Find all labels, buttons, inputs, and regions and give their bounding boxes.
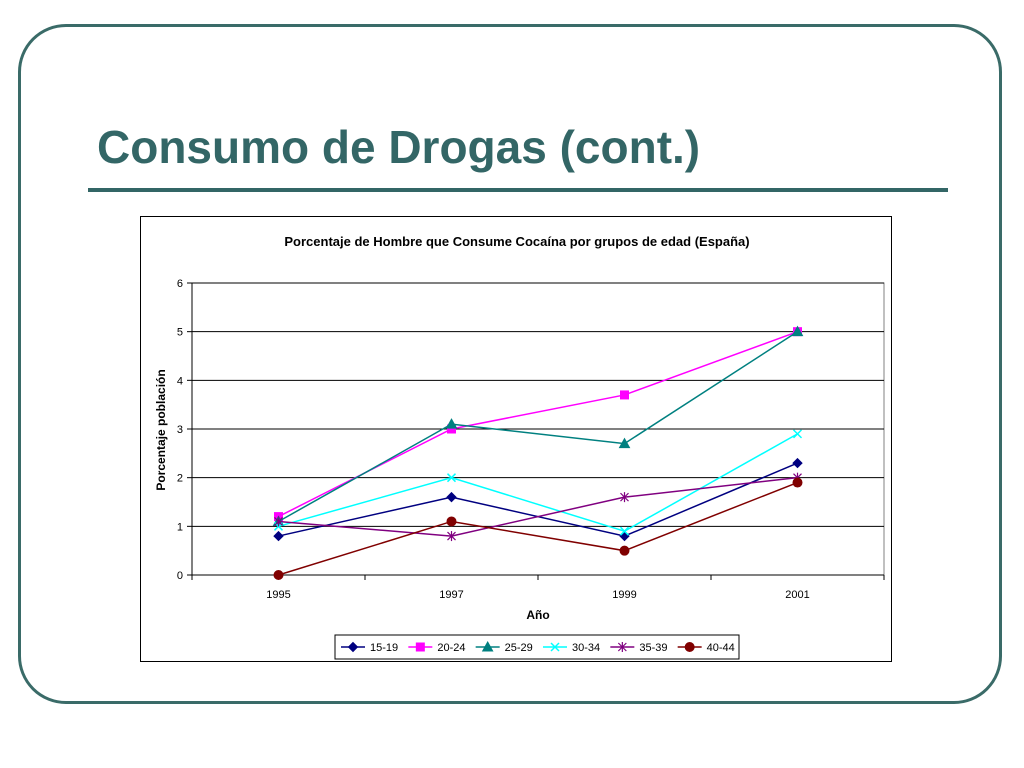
chart-container: Porcentaje de Hombre que Consume Cocaína… (140, 216, 892, 662)
x-tick-label: 1999 (612, 589, 636, 601)
chart-legend: 15-19 20-24 25-29 30-34 35-39 40-44 (334, 634, 740, 660)
legend-label-35-39: 35-39 (639, 642, 667, 654)
data-point-25-29 (618, 437, 631, 449)
series-line-15-19 (278, 462, 798, 537)
series-line-40-44 (278, 481, 798, 576)
data-point-25-29 (791, 325, 804, 337)
y-tick-label: 6 (177, 278, 183, 290)
y-tick-label: 4 (177, 375, 183, 387)
data-point-15-19 (619, 530, 630, 542)
y-axis-label: Porcentaje población (154, 369, 168, 490)
data-point-20-24 (620, 390, 629, 400)
legend-label-40-44: 40-44 (707, 642, 735, 654)
slide-title: Consumo de Drogas (cont.) (97, 121, 701, 173)
slide-frame (18, 24, 1002, 704)
data-point-40-44 (273, 570, 284, 580)
data-point-15-19 (792, 457, 803, 469)
legend-marker-35-39 (617, 642, 627, 652)
y-tick-label: 2 (177, 473, 183, 485)
legend-box (334, 634, 740, 660)
legend-marker-20-24 (415, 642, 425, 652)
series-line-30-34 (278, 433, 798, 533)
legend-marker-30-34 (550, 642, 560, 652)
x-tick-label: 1997 (439, 589, 463, 601)
y-tick-label: 5 (177, 327, 183, 339)
data-point-15-19 (446, 491, 457, 503)
data-point-40-44 (446, 516, 457, 527)
legend-label-20-24: 20-24 (437, 642, 465, 654)
data-point-30-34 (446, 473, 457, 483)
chart-title: Porcentaje de Hombre que Consume Cocaína… (284, 234, 749, 249)
series-line-35-39 (278, 476, 798, 537)
data-point-35-39 (620, 492, 629, 503)
y-tick-label: 3 (177, 424, 183, 436)
legend-label-30-34: 30-34 (572, 642, 600, 654)
legend-label-25-29: 25-29 (505, 642, 533, 654)
data-point-30-34 (792, 429, 803, 439)
legend-marker-15-19 (347, 641, 359, 653)
title-rule (88, 188, 948, 192)
x-tick-label: 1995 (266, 589, 290, 601)
data-point-35-39 (447, 531, 456, 542)
series-line-25-29 (278, 331, 798, 523)
y-tick-label: 0 (177, 570, 183, 582)
legend-marker-25-29 (481, 640, 494, 652)
legend-marker-40-44 (684, 642, 695, 652)
x-axis-label: Año (526, 608, 549, 622)
data-point-15-19 (273, 530, 284, 542)
data-point-25-29 (445, 418, 458, 429)
legend-label-15-19: 15-19 (370, 642, 398, 654)
data-point-40-44 (619, 545, 630, 556)
line-chart: Porcentaje de Hombre que Consume Cocaína… (154, 234, 885, 660)
series-line-20-24 (278, 330, 798, 518)
y-tick-label: 1 (177, 521, 183, 533)
data-point-40-44 (792, 477, 803, 488)
data-point-35-39 (274, 516, 283, 527)
data-point-30-34 (619, 526, 630, 536)
x-tick-label: 2001 (785, 589, 809, 601)
